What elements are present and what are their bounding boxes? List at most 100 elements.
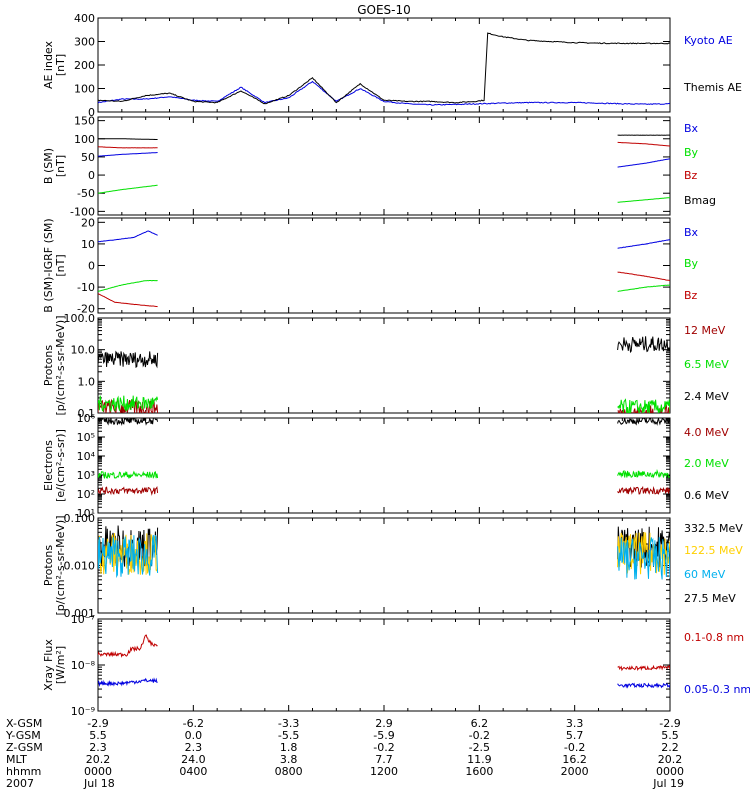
panel-frame [97, 217, 671, 314]
y-tick-label: 0 [88, 260, 95, 273]
x-axis-value: -5.5 [278, 729, 299, 742]
legend-label: 122.5 MeV [684, 544, 743, 557]
x-axis-value: -0.2 [373, 741, 394, 754]
panel-frame [97, 317, 671, 414]
y-tick-label: 0.010 [64, 560, 96, 573]
y-tick-label: 200 [74, 59, 95, 72]
series-line-0-1-0-8-nm [617, 664, 670, 672]
y-axis-label: [nT] [54, 155, 67, 177]
series-line-0-05-0-3-nm [617, 682, 670, 689]
panel-frame [97, 517, 671, 614]
y-axis-label: Protons [42, 545, 55, 586]
legend-label: 0.1-0.8 nm [684, 631, 744, 644]
series-line-6-5-mev [98, 395, 159, 413]
y-tick-label: 100 [74, 83, 95, 96]
series-line-kyoto-ae [98, 80, 670, 106]
x-axis-value: -5.9 [373, 729, 394, 742]
y-tick-label: 0 [88, 169, 95, 182]
series-group [98, 32, 670, 106]
y-axis-label: B (SM)-IGRF (SM) [42, 218, 55, 312]
y-axis-label: AE index [42, 40, 55, 89]
series-line-6-5-mev [617, 398, 670, 413]
legend-label: Bz [684, 289, 698, 302]
x-axis-value: 2.2 [661, 741, 679, 754]
series-line-2-0-mev [98, 470, 159, 479]
plot-title: GOES-10 [357, 3, 411, 17]
y-axis-label: [W/m²] [54, 646, 67, 684]
y-axis-label: [nT] [54, 254, 67, 276]
x-axis-value: 5.7 [566, 729, 584, 742]
x-axis-value: 1600 [465, 765, 493, 778]
series-line-by [617, 197, 670, 203]
series-line-bz [617, 271, 670, 282]
x-axis-value: 1.8 [280, 741, 298, 754]
series-line-4-0-mev [617, 485, 670, 495]
y-tick-label: 50 [81, 151, 95, 164]
x-axis-row-label: X-GSM [6, 717, 42, 730]
series-line-0-6-mev [98, 418, 159, 426]
x-axis-row-label: MLT [6, 753, 27, 766]
x-axis-row-label: Z-GSM [6, 741, 43, 754]
legend-label: 6.5 MeV [684, 358, 729, 371]
x-axis-value: 7.7 [375, 753, 393, 766]
series-line-12-mev [617, 404, 670, 413]
y-tick-label: 10¹ [77, 507, 95, 520]
y-tick-label: 1.0 [78, 375, 96, 388]
x-axis-value: -2.9 [659, 717, 680, 730]
x-axis-value: 20.2 [86, 753, 111, 766]
y-tick-label: -20 [77, 303, 95, 316]
x-axis-value: 5.5 [661, 729, 679, 742]
series-line-0-6-mev [617, 418, 670, 426]
y-tick-label: 0 [88, 106, 95, 119]
series-line-60-mev [98, 534, 159, 579]
y-tick-label: -50 [77, 187, 95, 200]
y-tick-label: 10⁻⁹ [71, 705, 95, 718]
series-line-by [98, 279, 158, 292]
series-line-bz [617, 141, 670, 147]
y-tick-label: 0.1 [78, 407, 96, 420]
legend-label: 2.4 MeV [684, 390, 729, 403]
series-group [98, 634, 670, 689]
y-tick-label: 0.001 [64, 607, 96, 620]
x-axis-value: 20.2 [658, 753, 683, 766]
series-group [98, 525, 670, 580]
y-axis-label: [p/(cm²-s-sr-MeV)] [54, 516, 67, 616]
series-line-60-mev [617, 537, 670, 580]
x-axis-value: -0.2 [469, 729, 490, 742]
panel-electrons: 10¹ 10² 10³ 10⁴ 10⁵ 10⁶ Electrons [e/(cm²-s-sr)… [42, 412, 729, 520]
y-tick-label: -10 [77, 281, 95, 294]
legend-label: 60 MeV [684, 568, 726, 581]
x-axis-value: -3.3 [278, 717, 299, 730]
x-axis-row-label: Y-GSM [5, 729, 41, 742]
series-line-bx [617, 239, 670, 249]
legend-label: 4.0 MeV [684, 426, 729, 439]
y-axis-label: [e/(cm²-s-sr)] [54, 429, 67, 502]
x-axis-table: X-GSMY-GSMZ-GSMMLThhmm2007-2.95.52.320.2… [5, 717, 684, 790]
series-group [98, 418, 670, 496]
x-axis-value: 24.0 [181, 753, 206, 766]
legend-label: 0.05-0.3 nm [684, 683, 750, 696]
legend-label: Bx [684, 122, 699, 135]
y-tick-label: 10 [81, 238, 95, 251]
x-axis-row-label: 2007 [6, 777, 34, 790]
panel-b-igrf: -20 -10 0 10 20 B (SM)-IGRF (SM) [nT] Bx By Bz [42, 216, 699, 315]
legend-label: Bz [684, 169, 698, 182]
x-axis-value: 3.3 [566, 717, 584, 730]
x-axis-value: 2.3 [89, 741, 107, 754]
x-axis-value: Jul 19 [652, 777, 684, 790]
series-line-bx [98, 152, 158, 157]
legend-label: Kyoto AE [684, 34, 733, 47]
y-tick-label: -100 [70, 205, 95, 218]
series-group [98, 336, 670, 413]
x-axis-value: 0000 [84, 765, 112, 778]
series-line-by [617, 284, 670, 292]
series-line-2-0-mev [617, 469, 670, 479]
x-axis-value: -2.5 [469, 741, 490, 754]
series-group [98, 134, 670, 203]
legend-label: Bx [684, 226, 699, 239]
series-line-themis-ae [98, 32, 670, 105]
x-axis-value: Jul 18 [83, 777, 115, 790]
y-tick-label: 100.0 [64, 312, 96, 325]
x-axis-value: 3.8 [280, 753, 298, 766]
